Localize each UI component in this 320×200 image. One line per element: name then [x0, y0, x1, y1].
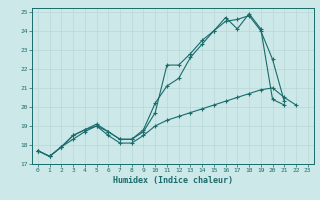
X-axis label: Humidex (Indice chaleur): Humidex (Indice chaleur) [113, 176, 233, 185]
